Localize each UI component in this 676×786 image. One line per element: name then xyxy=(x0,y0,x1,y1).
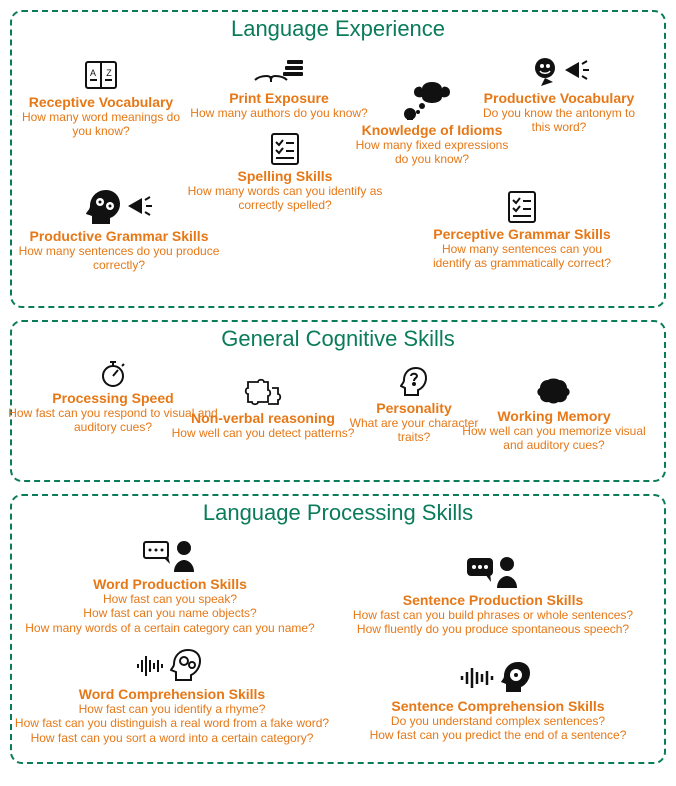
item-title: Receptive Vocabulary xyxy=(16,94,186,110)
checklist-icon xyxy=(422,182,622,224)
panel-title: Language Processing Skills xyxy=(20,500,656,532)
item-title: Sentence Production Skills xyxy=(348,592,638,608)
item-word-production: Word Production Skills How fast can you … xyxy=(20,532,320,635)
brain-icon xyxy=(454,372,654,406)
item-title: Print Exposure xyxy=(184,90,374,106)
item-productive-grammar: Productive Grammar Skills How many sente… xyxy=(14,184,224,273)
svg-text:A: A xyxy=(90,68,96,78)
item-title: Word Comprehension Skills xyxy=(2,686,342,702)
item-desc: How many word meanings do you know? xyxy=(16,110,186,139)
soundwave-head-icon xyxy=(2,642,342,684)
item-desc: How fast can you build phrases or whole … xyxy=(348,608,638,637)
item-title: Working Memory xyxy=(454,408,654,424)
brain-megaphone-icon xyxy=(474,46,644,88)
item-desc: How many sentences do you produce correc… xyxy=(14,244,224,273)
item-title: Non-verbal reasoning xyxy=(168,410,358,426)
item-desc: Do you know the antonym to this word? xyxy=(474,106,644,135)
item-desc: How well can you memorize visual and aud… xyxy=(454,424,654,453)
item-productive-vocabulary: Productive Vocabulary Do you know the an… xyxy=(474,46,644,135)
panel-cognitive-skills: General Cognitive Skills Processing Spee… xyxy=(10,320,666,482)
item-title: Sentence Comprehension Skills xyxy=(358,698,638,714)
item-title: Productive Vocabulary xyxy=(474,90,644,106)
puzzle-icon xyxy=(168,374,358,408)
item-sentence-production: Sentence Production Skills How fast can … xyxy=(348,548,638,637)
item-title: Perceptive Grammar Skills xyxy=(422,226,622,242)
item-desc: How many sentences can you identify as g… xyxy=(422,242,622,271)
item-nonverbal-reasoning: Non-verbal reasoning How well can you de… xyxy=(168,374,358,440)
speech-person-icon xyxy=(20,532,320,574)
item-perceptive-grammar: Perceptive Grammar Skills How many sente… xyxy=(422,182,622,271)
item-receptive-vocabulary: AZ Receptive Vocabulary How many word me… xyxy=(16,50,186,139)
item-title: Word Production Skills xyxy=(20,576,320,592)
item-desc: Do you understand complex sentences? How… xyxy=(358,714,638,743)
panel-title: Language Experience xyxy=(20,16,656,48)
chat-person-icon xyxy=(348,548,638,590)
head-gears-megaphone-icon xyxy=(14,184,224,226)
item-sentence-comprehension: Sentence Comprehension Skills Do you und… xyxy=(358,654,638,743)
item-desc: How fast can you speak? How fast can you… xyxy=(20,592,320,635)
svg-text:Z: Z xyxy=(106,68,112,78)
item-desc: How well can you detect patterns? xyxy=(168,426,358,440)
item-title: Spelling Skills xyxy=(180,168,390,184)
item-print-exposure: Print Exposure How many authors do you k… xyxy=(184,46,374,120)
item-title: Productive Grammar Skills xyxy=(14,228,224,244)
dictionary-icon: AZ xyxy=(16,50,186,92)
item-working-memory: Working Memory How well can you memorize… xyxy=(454,372,654,453)
item-word-comprehension: Word Comprehension Skills How fast can y… xyxy=(2,642,342,745)
books-icon xyxy=(184,46,374,88)
panel-language-experience: Language Experience AZ Receptive Vocabul… xyxy=(10,10,666,308)
item-desc: How fast can you identify a rhyme? How f… xyxy=(2,702,342,745)
item-desc: How many authors do you know? xyxy=(184,106,374,120)
soundwave-head-gear-icon xyxy=(358,654,638,696)
checklist-icon xyxy=(180,124,390,166)
panel-language-processing: Language Processing Skills Word Producti… xyxy=(10,494,666,764)
